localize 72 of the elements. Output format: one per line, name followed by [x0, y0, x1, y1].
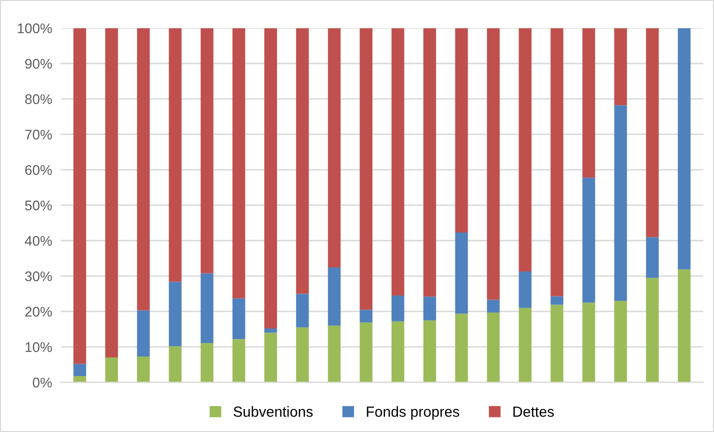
- bar: [200, 273, 214, 343]
- bar: [73, 28, 86, 364]
- y-tick-label: 10%: [26, 342, 52, 352]
- bar: [264, 328, 278, 333]
- bar: [646, 28, 659, 238]
- y-tick-label: 20%: [25, 306, 52, 317]
- bar: [137, 310, 150, 356]
- bar: [518, 28, 532, 272]
- y-tick-label: 60%: [25, 165, 52, 175]
- bar: [486, 312, 500, 382]
- y-tick-label: 30%: [25, 271, 52, 282]
- bar: [137, 356, 150, 382]
- bar: [105, 28, 118, 358]
- bar: [678, 28, 691, 270]
- bar: [360, 310, 372, 322]
- bar: [614, 105, 627, 301]
- bar: [582, 302, 596, 382]
- bar: [678, 269, 691, 382]
- bar: [296, 28, 309, 294]
- bar: [200, 28, 214, 274]
- bar: [232, 28, 246, 298]
- bar: [423, 320, 436, 382]
- bar: [392, 321, 404, 382]
- bar: [550, 28, 564, 296]
- bar: [614, 300, 627, 382]
- legend-label: Subventions: [234, 406, 313, 417]
- y-tick-label: 50%: [25, 200, 52, 210]
- bar: [614, 28, 627, 106]
- bar: [200, 343, 214, 382]
- bar: [518, 271, 532, 308]
- y-tick-label: 40%: [24, 236, 52, 246]
- bar: [73, 376, 86, 382]
- bar: [423, 296, 436, 320]
- bar: [73, 364, 86, 376]
- bar: [296, 327, 309, 382]
- bar: [518, 308, 532, 382]
- y-tick-label: 0%: [32, 378, 52, 388]
- bar: [264, 332, 278, 382]
- bar: [550, 304, 564, 382]
- bar: [360, 28, 372, 310]
- bar: [392, 28, 404, 296]
- bar: [232, 339, 246, 382]
- bar: [232, 298, 246, 340]
- bar: [392, 296, 404, 322]
- bar: [550, 296, 564, 305]
- bar: [455, 314, 468, 382]
- bar: [486, 28, 500, 300]
- bar: [168, 346, 182, 382]
- bar: [582, 178, 596, 303]
- y-tick-label: 90%: [25, 58, 52, 69]
- legend-label: Dettes: [513, 406, 554, 417]
- bar: [423, 28, 436, 297]
- bar: [168, 28, 182, 282]
- bar: [646, 278, 659, 382]
- bar: [168, 282, 182, 346]
- y-tick-label: 100%: [18, 23, 52, 34]
- y-tick-label: 70%: [25, 130, 52, 140]
- bar: [137, 28, 150, 310]
- y-tick-label: 80%: [25, 94, 52, 104]
- bar: [105, 358, 118, 382]
- bar: [360, 322, 372, 382]
- bar: [328, 326, 341, 382]
- bar: [328, 28, 341, 268]
- bar: [296, 294, 309, 328]
- bar: [264, 28, 278, 328]
- legend-label: Fonds propres: [366, 406, 460, 420]
- bar: [646, 237, 659, 278]
- bar: [455, 28, 468, 232]
- bar: [582, 28, 596, 178]
- bar: [328, 268, 341, 326]
- bar: [486, 300, 500, 313]
- bar: [455, 232, 468, 314]
